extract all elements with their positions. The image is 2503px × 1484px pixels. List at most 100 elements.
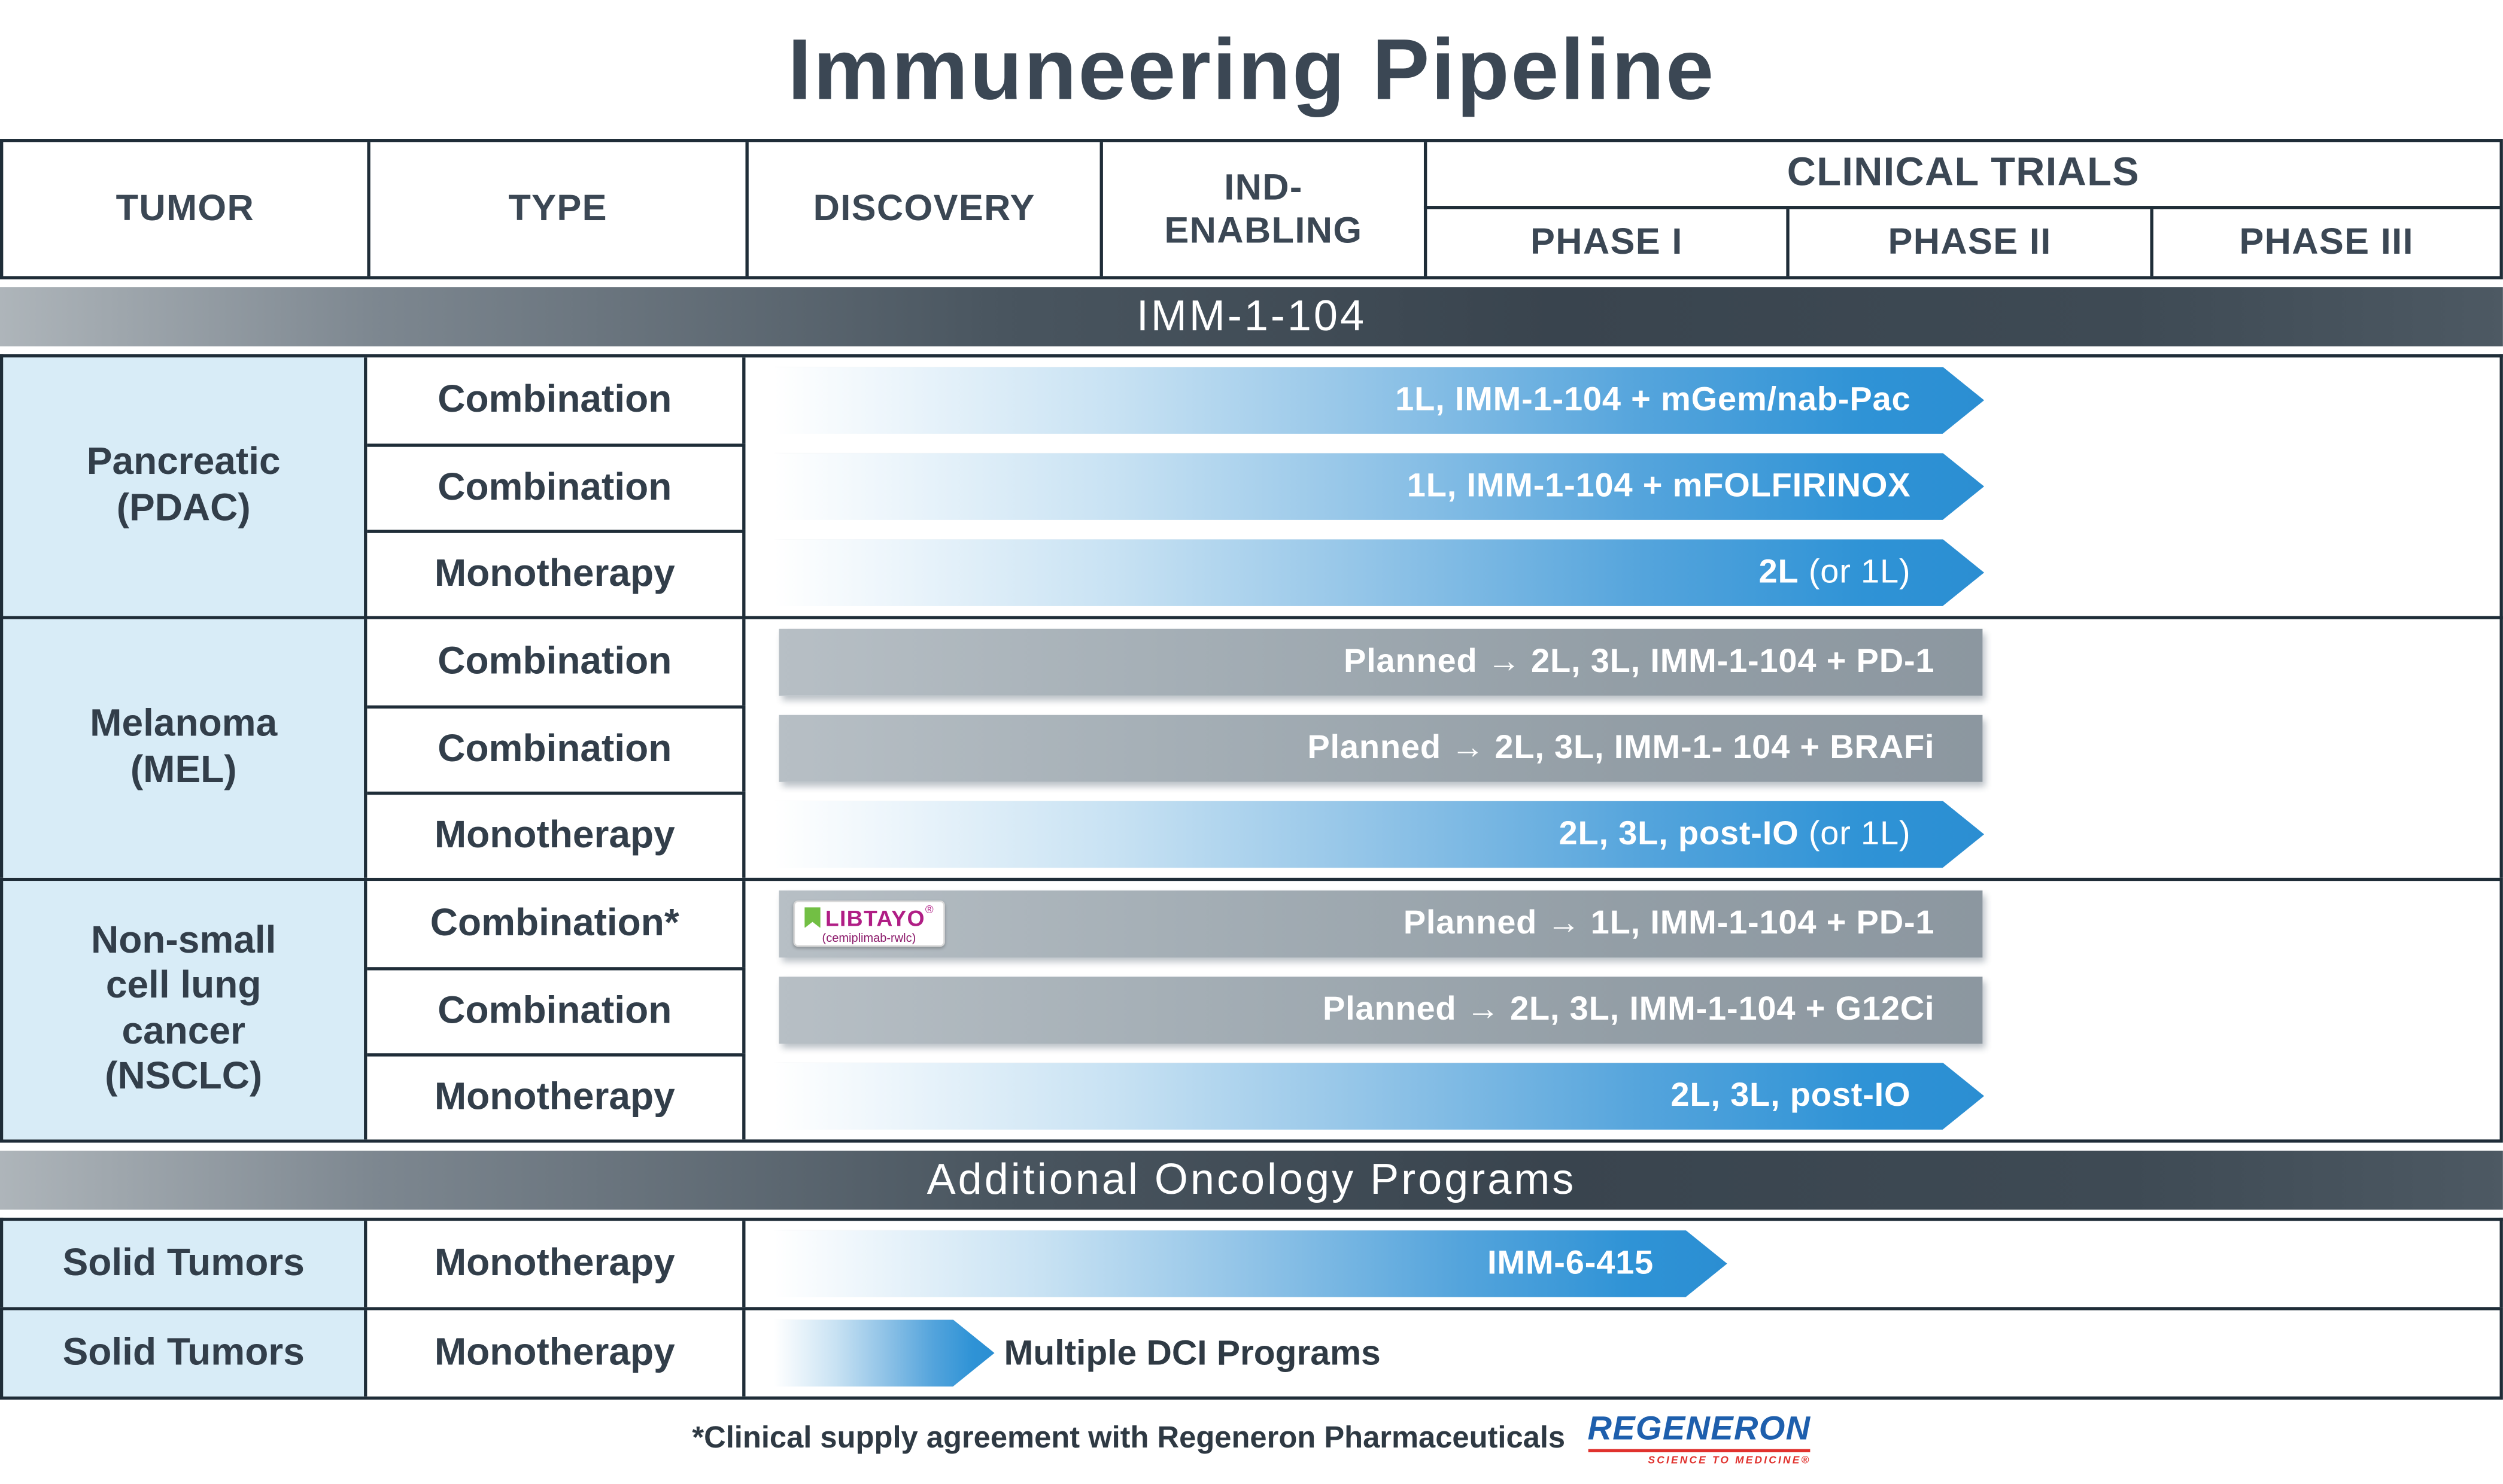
bar-area: 2L, 3L, post-IO (or 1L) [745,791,2499,877]
bar-label: 2L, 3L, post-IO [1670,1076,1911,1114]
tumor-name-line: Solid Tumors [62,1330,305,1374]
header-discovery: DISCOVERY [745,141,1099,276]
tumor-name-line: cell lung [105,965,262,1008]
bar-label: Planned → 2L, 3L, IMM-1- 104 + BRAFi [1307,729,1935,766]
therapy-type: Monotherapy [367,1053,746,1139]
planned-bar: Planned → 2L, 3L, IMM-1- 104 + BRAFi [779,714,1983,782]
libtayo-flag-icon [804,907,821,928]
therapy-type: Monotherapy [367,791,746,878]
pipeline-row: Combination Planned → 2L, 3L, IMM-1-104 … [367,619,2499,705]
header-tumor: TUMOR [116,187,255,229]
header-phase-3: PHASE III [2150,208,2499,276]
header-clinical-trials: CLINICAL TRIALS [1423,141,2500,209]
therapy-type: Combination [367,619,746,705]
bar-area: Planned → 2L, 3L, IMM-1-104 + G12Ci [745,967,2499,1053]
footnote-text: *Clinical supply agreement with Regenero… [692,1421,1566,1455]
pipeline-row: Monotherapy 2L, 3L, post-IO (or 1L) [367,791,2499,878]
planned-bar: Planned → 2L, 3L, IMM-1-104 + G12Ci [779,976,1983,1044]
bar-label: 2L (or 1L) [1758,554,1910,592]
bar-label: IMM-6-415 [1487,1244,1654,1282]
regeneron-wordmark: REGENERON [1587,1410,1811,1447]
pipeline-row: Combination* Planned → 1L, IMM-1-104 + P… [367,880,2499,967]
footnote: *Clinical supply agreement with Regenero… [0,1410,2503,1467]
section-band-label: Additional Oncology Programs [927,1155,1576,1203]
therapy-type: Combination [367,443,746,530]
header-phase-1: PHASE I [1423,208,1786,276]
progress-arrow: 1L, IMM-1-104 + mGem/nab-Pac [774,367,1984,434]
pipeline-row: Combination Planned → 2L, 3L, IMM-1-104 … [367,966,2499,1053]
bar-label-main: 2L [1758,553,1799,591]
header-ind-line1: IND- [1224,166,1303,208]
header-ind-enabling: IND- ENABLING [1099,141,1424,276]
progress-arrow: 2L, 3L, post-IO [774,1063,1984,1130]
pipeline-row: Combination 1L, IMM-1-104 + mGem/nab-Pac [367,357,2499,443]
bar-area: 2L, 3L, post-IO [745,1053,2499,1139]
tumor-cell-solid-tumors: Solid Tumors [3,1220,367,1307]
section-band-label: IMM-1-104 [1136,291,1366,340]
tumor-group-solid-tumors-2: Solid Tumors Monotherapy Multiple DCI Pr… [0,1306,2503,1400]
bar-label: Planned → 2L, 3L, IMM-1-104 + G12Ci [1322,990,1935,1028]
libtayo-logo: LIBTAYO ® (cemiplimab-rwlc) [793,900,945,947]
regeneron-logo: REGENERON SCIENCE TO MEDICINE® [1587,1410,1811,1467]
bar-label-suffix: (or 1L) [1799,553,1911,591]
pipeline-row: Combination 1L, IMM-1-104 + mFOLFIRINOX [367,443,2499,530]
tumor-group-solid-tumors-1: Solid Tumors Monotherapy IMM-6-415 [0,1217,2503,1307]
header-phase-2: PHASE II [1786,208,2150,276]
therapy-type: Monotherapy [367,1310,746,1397]
dci-programs-label: Multiple DCI Programs [1004,1332,1381,1373]
libtayo-wordmark: LIBTAYO [825,905,925,930]
tumor-name-line: Melanoma [90,703,278,746]
page-title: Immuneering Pipeline [787,22,1715,118]
therapy-type: Combination* [367,880,746,967]
bar-label: 1L, IMM-1-104 + mFOLFIRINOX [1407,467,1911,504]
section-band-imm-1-104: IMM-1-104 [0,287,2503,346]
tumor-cell-melanoma: Melanoma (MEL) [3,619,367,878]
planned-bar: Planned → 1L, IMM-1-104 + PD-1 [779,890,1983,957]
therapy-type: Combination [367,357,746,443]
bar-area: 1L, IMM-1-104 + mGem/nab-Pac [745,357,2499,443]
section-band-additional-oncology: Additional Oncology Programs [0,1150,2503,1210]
therapy-type: Monotherapy [367,1220,746,1307]
therapy-type: Combination [367,705,746,792]
tumor-name-line: (PDAC) [116,486,251,530]
therapy-type: Monotherapy [367,529,746,616]
regeneron-rule [1587,1449,1811,1452]
bar-label-main: 2L, 3L, post-IO [1559,815,1799,852]
tumor-name-line: (MEL) [130,748,237,792]
bar-area: Planned → 2L, 3L, IMM-1- 104 + BRAFi [745,705,2499,791]
tumor-cell-nsclc: Non-small cell lung cancer (NSCLC) [3,880,367,1139]
progress-arrow: 2L, 3L, post-IO (or 1L) [774,801,1984,868]
tumor-name-line: Pancreatic [86,441,281,485]
tumor-name-line: cancer [121,1009,245,1053]
table-header: TUMOR TYPE DISCOVERY IND- ENABLING CLINI… [0,138,2503,279]
bar-area: Multiple DCI Programs [745,1310,2499,1396]
bar-area: IMM-6-415 [745,1221,2499,1307]
bar-area: 1L, IMM-1-104 + mFOLFIRINOX [745,443,2499,530]
pipeline-row: Monotherapy 2L (or 1L) [367,529,2499,616]
tumor-group-nsclc: Non-small cell lung cancer (NSCLC) Combi… [0,877,2503,1143]
tumor-group-melanoma: Melanoma (MEL) Combination Planned → 2L,… [0,615,2503,878]
progress-arrow: IMM-6-415 [774,1230,1727,1297]
libtayo-generic-name: (cemiplimab-rwlc) [822,930,916,945]
pipeline-row: Monotherapy 2L, 3L, post-IO [367,1053,2499,1139]
progress-arrow: 1L, IMM-1-104 + mFOLFIRINOX [774,453,1984,520]
bar-label-suffix: (or 1L) [1799,815,1911,852]
regeneron-tagline: SCIENCE TO MEDICINE® [1648,1455,1811,1467]
header-ind-line2: ENABLING [1164,208,1363,251]
tumor-cell-pancreatic: Pancreatic (PDAC) [3,357,367,616]
pipeline-row: Monotherapy Multiple DCI Programs [367,1310,2499,1397]
tumor-name-line: Non-small [90,919,277,963]
tumor-name-line: (NSCLC) [105,1055,263,1099]
pipeline-row: Monotherapy IMM-6-415 [367,1220,2499,1307]
progress-arrow: 2L (or 1L) [774,539,1984,606]
therapy-type: Combination [367,966,746,1053]
tumor-cell-solid-tumors: Solid Tumors [3,1310,367,1397]
bar-label: Planned → 1L, IMM-1-104 + PD-1 [1403,904,1935,941]
registered-mark: ® [925,905,934,916]
bar-area: Planned → 1L, IMM-1-104 + PD-1 LIBTAYO ®… [745,881,2499,967]
progress-arrow [774,1319,994,1386]
tumor-group-pancreatic: Pancreatic (PDAC) Combination 1L, IMM-1-… [0,354,2503,616]
planned-bar: Planned → 2L, 3L, IMM-1-104 + PD-1 [779,628,1983,696]
pipeline-row: Combination Planned → 2L, 3L, IMM-1- 104… [367,705,2499,792]
